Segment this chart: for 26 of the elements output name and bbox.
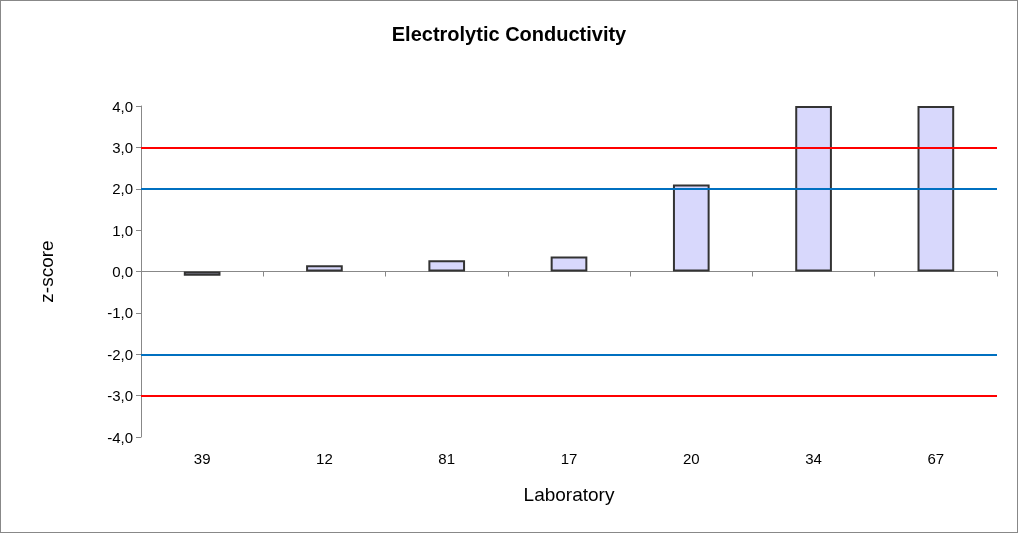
x-tick-label: 34 [805,450,822,467]
chart-title: Electrolytic Conductivity [391,23,628,45]
bar [428,260,466,272]
y-tick-label: -3,0 [107,387,133,405]
y-tick-label: 1,0 [112,221,133,239]
x-tick-label: 17 [560,450,578,467]
x-tick-label: 81 [438,450,456,467]
x-tick-label: 20 [682,450,700,467]
bar [917,106,955,272]
bar [672,184,710,272]
y-tick-label: 2,0 [112,180,133,198]
x-tick-label: 12 [316,450,333,467]
y-tick-label: -1,0 [107,304,133,322]
y-tick-label: 3,0 [112,138,133,156]
y-tick-label: 4,0 [112,97,133,115]
bar [183,271,221,276]
y-tick-label: 0,0 [112,263,133,280]
y-axis-title: z-score [36,240,57,303]
x-axis-title: Laboratory [523,484,615,505]
bar [550,256,588,272]
x-tick-label: 67 [927,450,945,467]
y-tick-label: -4,0 [107,428,133,446]
bar [306,265,343,272]
bar [795,106,832,272]
x-tick-label: 39 [193,450,211,467]
y-tick-label: -2,0 [107,345,133,363]
